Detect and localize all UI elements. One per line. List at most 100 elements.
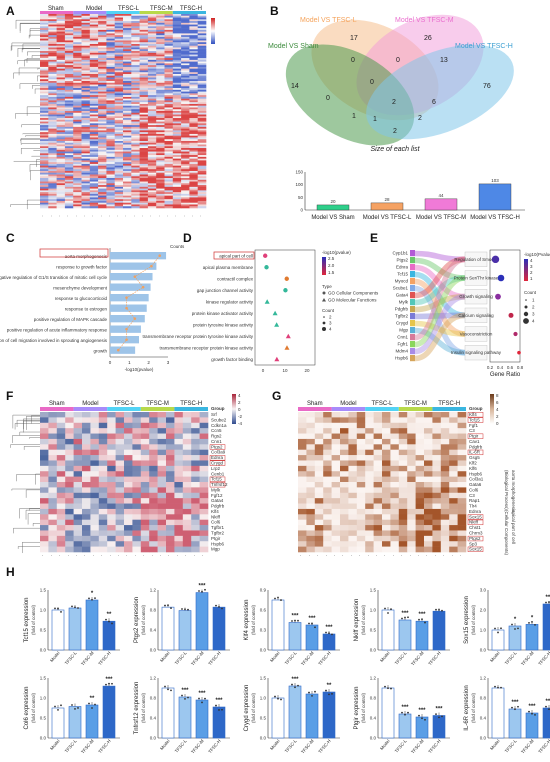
heatmap-cell bbox=[440, 514, 450, 520]
heatmap-cell bbox=[197, 58, 207, 61]
heatmap-cell bbox=[81, 65, 91, 68]
heatmap-cell bbox=[106, 102, 115, 105]
heatmap-cell bbox=[123, 188, 132, 191]
heatmap-cell bbox=[147, 14, 157, 17]
heatmap-cell bbox=[123, 75, 132, 78]
dendrogram-branch bbox=[25, 489, 40, 498]
heatmap-cell bbox=[172, 142, 182, 145]
heatmap-cell bbox=[457, 487, 467, 494]
heatmap-cell bbox=[157, 498, 167, 504]
gene-label: C3 bbox=[469, 493, 475, 498]
heatmap-cell bbox=[172, 51, 182, 54]
heatmap-cell bbox=[48, 121, 57, 124]
heatmap-cell bbox=[48, 89, 57, 92]
heatmap-cell bbox=[306, 412, 316, 418]
heatmap-cell bbox=[191, 525, 200, 531]
heatmap-cell bbox=[197, 190, 207, 193]
heatmap-cell bbox=[89, 181, 99, 184]
heatmap-cell bbox=[181, 49, 190, 52]
heatmap-cell bbox=[64, 31, 74, 34]
heatmap-cell bbox=[382, 525, 391, 531]
heatmap-cell bbox=[89, 204, 99, 207]
heatmap-cell bbox=[147, 153, 157, 156]
heatmap-cell bbox=[449, 444, 458, 450]
heatmap-column-label: · bbox=[165, 215, 170, 217]
heatmap-cell bbox=[131, 123, 140, 126]
heatmap-cell bbox=[131, 24, 140, 27]
heatmap-cell bbox=[123, 149, 132, 152]
heatmap-cell bbox=[40, 149, 49, 152]
data-point bbox=[531, 712, 533, 715]
heatmap-cell bbox=[123, 130, 132, 133]
heatmap-cell bbox=[449, 433, 458, 440]
heatmap-cell bbox=[181, 156, 190, 159]
heatmap-cell bbox=[164, 17, 174, 20]
data-point bbox=[494, 685, 496, 688]
heatmap-cell bbox=[172, 102, 182, 105]
heatmap-cell bbox=[398, 417, 408, 424]
heatmap-cell bbox=[147, 142, 157, 145]
heatmap-cell bbox=[89, 66, 99, 69]
heatmap-cell bbox=[181, 40, 190, 43]
legend-size-dot bbox=[322, 327, 326, 331]
heatmap-cell bbox=[40, 130, 49, 133]
heatmap-cell bbox=[314, 476, 324, 483]
sankey-node bbox=[410, 299, 415, 306]
heatmap-cell bbox=[390, 498, 400, 504]
heatmap-cell bbox=[107, 460, 116, 467]
heatmap-cell bbox=[164, 100, 174, 103]
heatmap-cell bbox=[40, 460, 49, 467]
heatmap-cell bbox=[182, 465, 192, 472]
column-label: · bbox=[124, 555, 129, 557]
y-tick-label: 0.0 bbox=[150, 736, 157, 741]
heatmap-cell bbox=[89, 146, 99, 149]
heatmap-cell bbox=[73, 100, 82, 103]
heatmap-cell bbox=[81, 36, 91, 39]
heatmap-cell bbox=[197, 185, 207, 188]
heatmap-cell bbox=[98, 519, 108, 526]
heatmap-cell bbox=[56, 460, 66, 467]
dendrogram-branch bbox=[19, 431, 40, 436]
heatmap-cell bbox=[172, 26, 182, 29]
dendrogram-branch bbox=[34, 88, 40, 94]
heatmap-cell bbox=[390, 519, 400, 526]
heatmap-cell bbox=[199, 535, 209, 542]
heatmap-cell bbox=[81, 112, 91, 115]
heatmap-cell bbox=[40, 137, 49, 140]
heatmap-cell bbox=[90, 514, 100, 520]
heatmap-cell bbox=[390, 476, 400, 483]
gene-label: Cav1 bbox=[469, 439, 480, 444]
heatmap-cell bbox=[98, 45, 107, 48]
x-tick-label: TFSC-H bbox=[427, 738, 441, 754]
heatmap-cell bbox=[65, 546, 74, 553]
heatmap-cell bbox=[124, 492, 133, 499]
heatmap-cell bbox=[432, 482, 442, 488]
heatmap-cell bbox=[172, 35, 182, 38]
heatmap-cell bbox=[114, 61, 124, 64]
data-point bbox=[74, 708, 76, 710]
heatmap-cell bbox=[40, 66, 49, 69]
heatmap-cell bbox=[197, 139, 207, 142]
heatmap-cell bbox=[106, 28, 115, 31]
heatmap-cell bbox=[115, 482, 125, 488]
heatmap-cell bbox=[123, 183, 132, 186]
group-bar-segment bbox=[40, 11, 74, 14]
heatmap-cell bbox=[56, 183, 66, 186]
heatmap-cell bbox=[323, 546, 332, 553]
gene-label: Chrm3 bbox=[469, 531, 483, 536]
heatmap-cell bbox=[106, 61, 115, 64]
pathway-label: Growth signaling bbox=[459, 294, 493, 299]
heatmap-cell bbox=[189, 29, 198, 32]
heatmap-cell bbox=[73, 63, 82, 66]
heatmap-cell bbox=[40, 89, 49, 92]
heatmap-cell bbox=[40, 471, 49, 477]
heatmap-cell bbox=[48, 107, 57, 110]
heatmap-cell bbox=[147, 160, 157, 163]
heatmap-cell bbox=[107, 487, 116, 494]
heatmap-cell bbox=[390, 438, 400, 445]
heatmap-cell bbox=[114, 197, 124, 200]
heatmap-cell bbox=[89, 119, 99, 122]
heatmap-cell bbox=[56, 72, 66, 75]
heatmap-cell bbox=[131, 72, 140, 75]
heatmap-cell bbox=[56, 158, 66, 161]
